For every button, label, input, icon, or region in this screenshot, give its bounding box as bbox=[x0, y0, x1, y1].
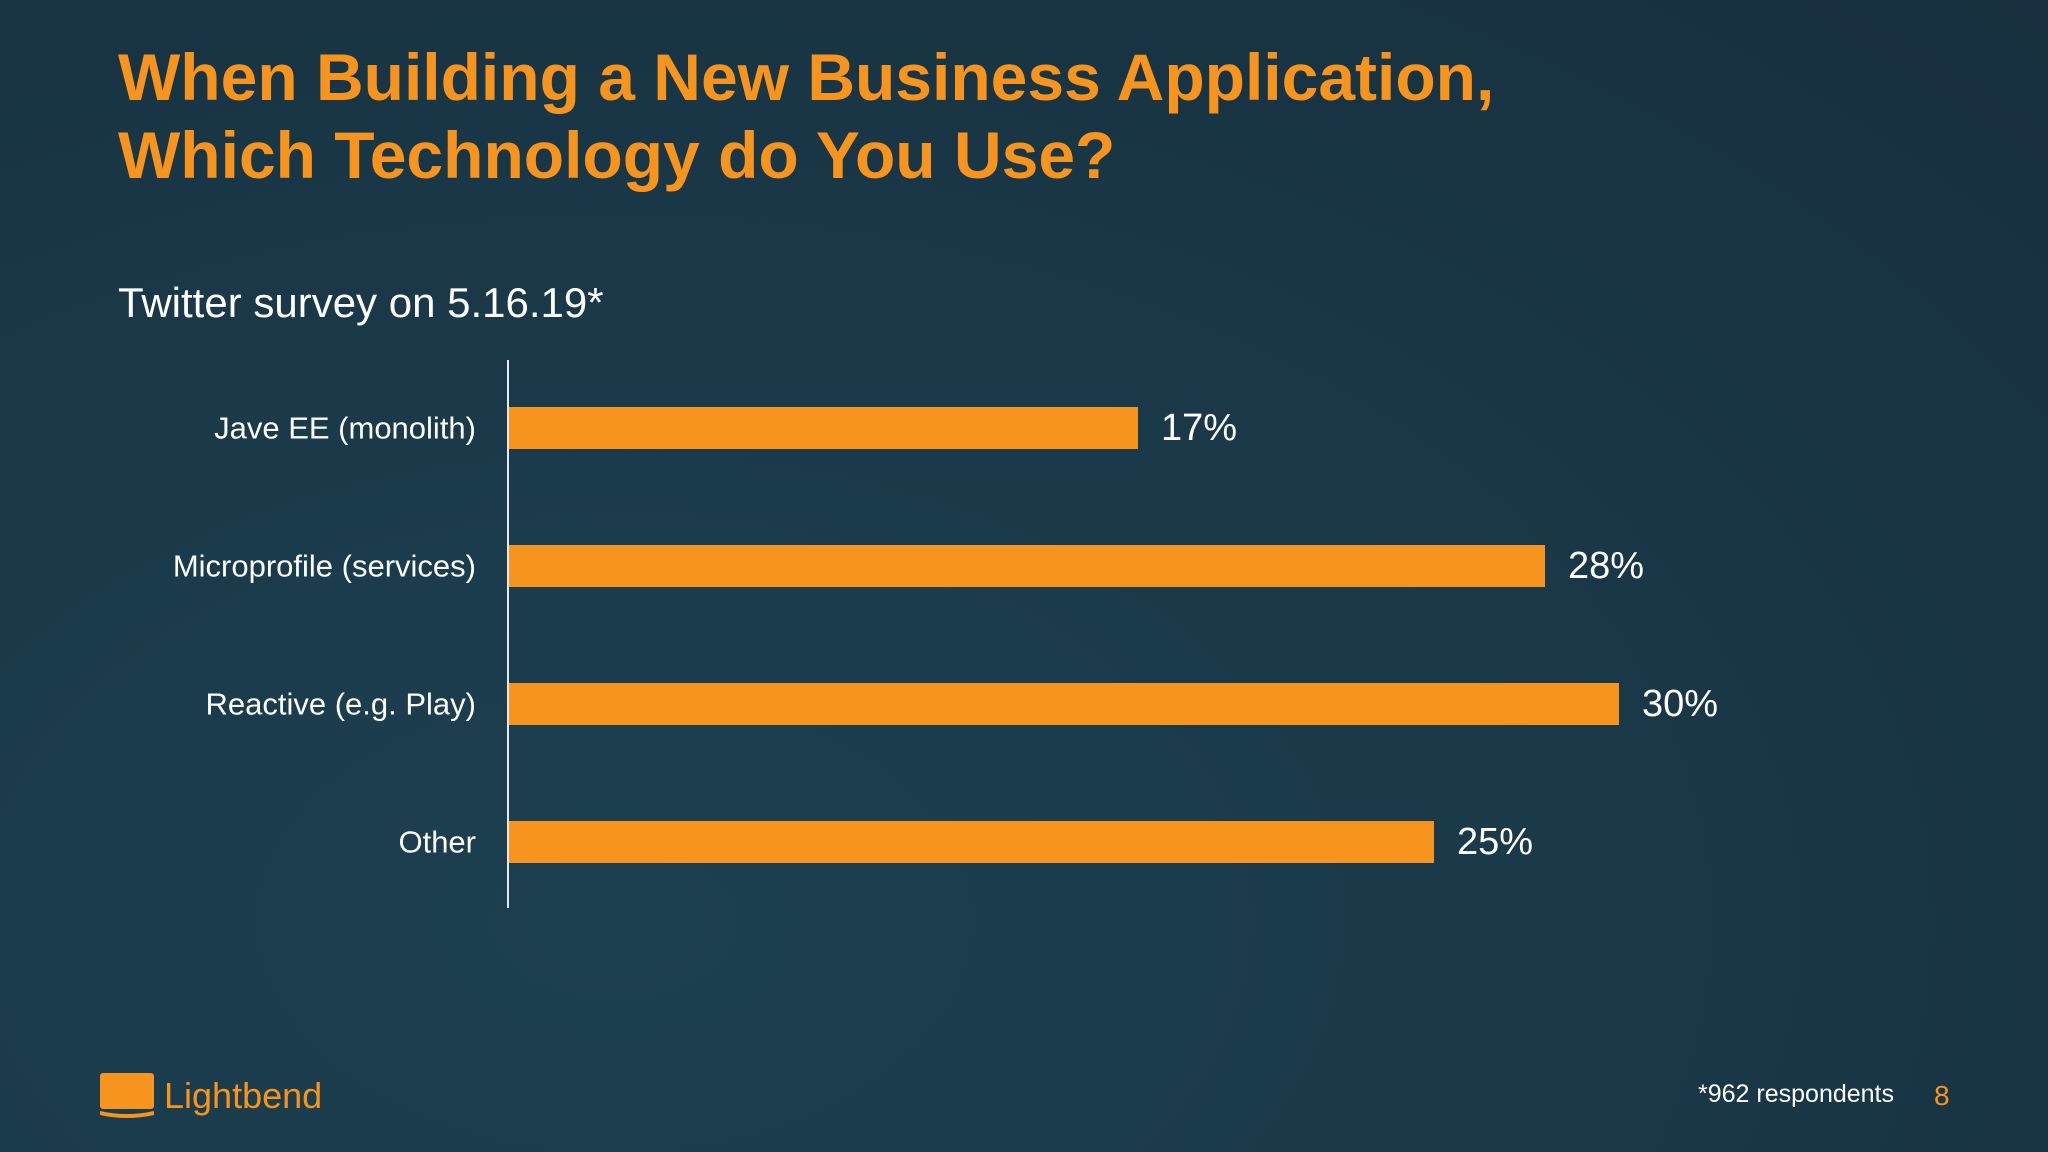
category-label: Reactive (e.g. Play) bbox=[206, 687, 477, 722]
bar bbox=[509, 407, 1138, 449]
slide-title: When Building a New Business Application… bbox=[118, 38, 1818, 194]
lightbend-logo: Lightbend bbox=[98, 1071, 322, 1121]
data-label: 28% bbox=[1568, 545, 1644, 587]
category-label: Jave EE (monolith) bbox=[214, 411, 476, 446]
lightbend-logo-icon bbox=[100, 1073, 154, 1118]
data-label: 17% bbox=[1161, 407, 1237, 449]
data-label: 25% bbox=[1457, 821, 1533, 863]
logo-text: Lightbend bbox=[164, 1075, 323, 1116]
category-label: Other bbox=[398, 825, 476, 860]
bar bbox=[509, 545, 1545, 587]
page-number: 8 bbox=[1934, 1080, 1950, 1111]
bar bbox=[509, 821, 1434, 863]
title-line-2: Which Technology do You Use? bbox=[118, 118, 1116, 192]
data-label: 30% bbox=[1642, 683, 1718, 725]
chart-subtitle: Twitter survey on 5.16.19* bbox=[118, 279, 604, 326]
title-line-1: When Building a New Business Application… bbox=[118, 40, 1495, 114]
footnote: *962 respondents bbox=[1698, 1080, 1894, 1108]
category-label: Microprofile (services) bbox=[173, 549, 476, 584]
bar bbox=[509, 683, 1619, 725]
